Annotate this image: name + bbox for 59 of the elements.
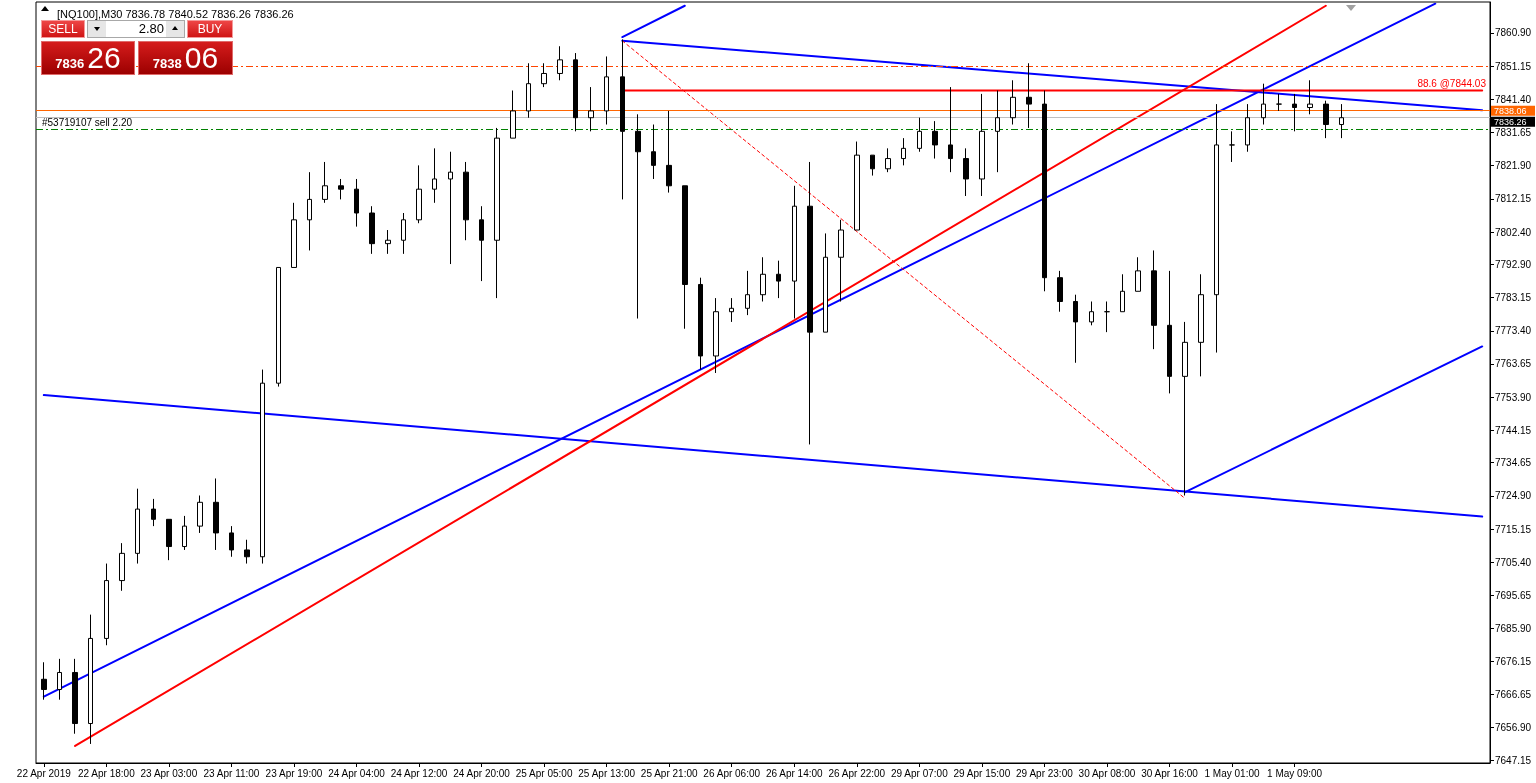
ref-line-label: 7838.06 — [1494, 105, 1527, 116]
y-tick-label: 7676.15 — [1495, 656, 1532, 668]
x-tick-label: 26 Apr 22:00 — [828, 767, 886, 779]
buy-button: BUY — [187, 20, 233, 38]
x-tick-label: 29 Apr 15:00 — [953, 767, 1011, 779]
y-tick-label: 7744.15 — [1495, 424, 1532, 436]
y-tick-label: 7656.90 — [1495, 721, 1532, 733]
annotation: 7836 — [55, 56, 85, 71]
y-tick-label: 7715.15 — [1495, 523, 1532, 535]
x-tick-label: 24 Apr 04:00 — [328, 767, 386, 779]
y-tick-label: 7802.40 — [1495, 226, 1532, 238]
ref-line-label: 7836.26 — [1494, 116, 1527, 127]
y-tick-label: 7831.65 — [1495, 127, 1532, 139]
x-tick-label: 29 Apr 07:00 — [890, 767, 949, 779]
y-tick-label: 7860.90 — [1495, 27, 1532, 39]
annotation: 88.6 @7844.03 — [1417, 77, 1487, 89]
x-tick-label: 23 Apr 19:00 — [265, 767, 323, 779]
x-tick-label: 30 Apr 16:00 — [1141, 767, 1199, 779]
y-tick-label: 7851.15 — [1495, 60, 1532, 72]
x-tick-label: 29 Apr 23:00 — [1016, 767, 1074, 779]
y-tick-label: 7685.90 — [1495, 623, 1532, 635]
x-tick-label: 25 Apr 05:00 — [515, 767, 573, 779]
x-tick-label: 24 Apr 20:00 — [453, 767, 511, 779]
y-tick-label: 7647.15 — [1495, 754, 1532, 766]
y-tick-label: 7724.90 — [1495, 490, 1532, 502]
x-tick-label: 24 Apr 12:00 — [390, 767, 448, 779]
x-tick-label: 30 Apr 08:00 — [1078, 767, 1136, 779]
ref-line-label: #53719107 sell 2.20 — [42, 117, 133, 129]
price-box: 7836 26 — [41, 41, 135, 75]
y-tick-label: 7812.15 — [1495, 193, 1532, 205]
y-tick-label: 7821.90 — [1495, 160, 1532, 172]
y-tick-label: 7695.65 — [1495, 589, 1532, 601]
x-tick-label: 26 Apr 14:00 — [765, 767, 824, 779]
x-tick-label: 1 May 09:00 — [1267, 767, 1323, 779]
x-tick-label: 23 Apr 11:00 — [203, 767, 260, 779]
x-tick-label: 1 May 01:00 — [1204, 767, 1260, 779]
x-tick-label: 22 Apr 18:00 — [78, 767, 136, 779]
y-tick-label: 7734.65 — [1495, 457, 1532, 469]
y-tick-label: 7763.65 — [1495, 358, 1532, 370]
annotation: 7838 — [152, 56, 182, 71]
y-tick-label: 7753.90 — [1495, 391, 1532, 403]
y-tick-label: 7773.40 — [1495, 325, 1532, 337]
price-box: 7838 06 — [138, 41, 233, 75]
sell-button: SELL — [41, 20, 85, 38]
annotation: 26 — [87, 41, 121, 74]
y-tick-label: 7666.65 — [1495, 688, 1532, 700]
y-tick-label: 7792.90 — [1495, 258, 1532, 270]
y-tick-label: 7705.40 — [1495, 556, 1532, 568]
y-tick-label: 7841.40 — [1495, 93, 1532, 105]
x-tick-label: 25 Apr 13:00 — [578, 767, 636, 779]
number-field: 2.80 — [87, 20, 185, 38]
text: [NQ100],M30 7836.78 7840.52 7836.26 7836.26 — [57, 7, 294, 20]
x-tick-label: 26 Apr 06:00 — [703, 767, 761, 779]
x-tick-label: 22 Apr 2019 — [16, 767, 72, 779]
x-tick-label: 23 Apr 03:00 — [140, 767, 198, 779]
x-tick-label: 25 Apr 21:00 — [640, 767, 698, 779]
annotation: 2.80 — [137, 21, 164, 37]
annotation: 06 — [184, 41, 219, 74]
y-tick-label: 7783.15 — [1495, 292, 1532, 304]
